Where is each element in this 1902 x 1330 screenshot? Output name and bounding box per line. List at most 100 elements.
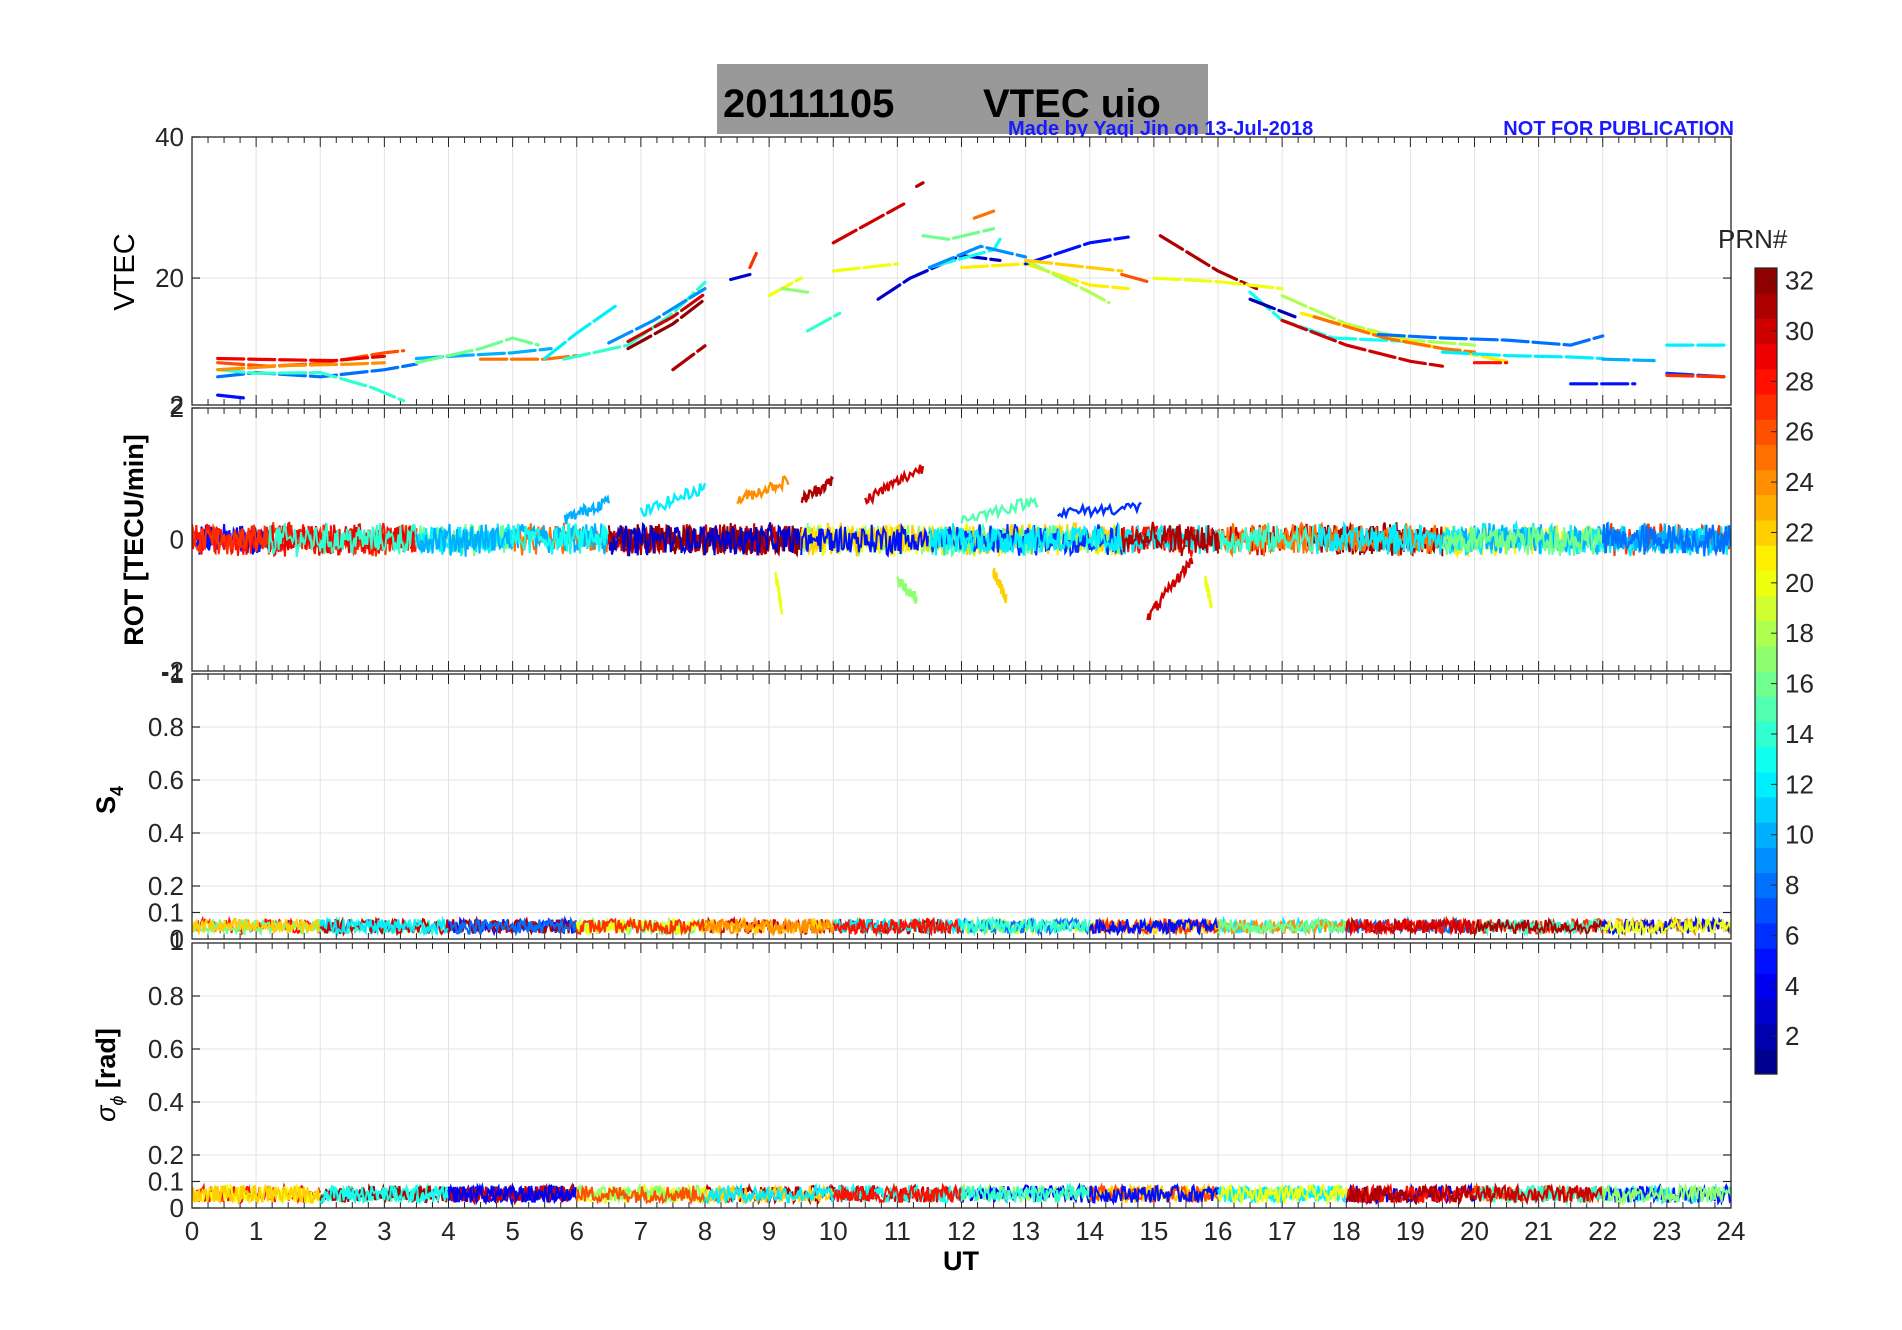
- vtec-trace-prn-30: [626, 292, 707, 344]
- vtec-trace-prn-20: [831, 262, 899, 273]
- vtec-frame: [191, 136, 1732, 406]
- rot-trace-prn-3: [608, 521, 803, 557]
- s4-ytick-bottom-overlap: 1: [170, 926, 184, 956]
- rot-excursion-prn-30: [864, 464, 925, 506]
- s4-ytick-label: 1: [170, 659, 184, 689]
- x-tick-label: 8: [698, 1216, 712, 1246]
- vtec-trace-prn-24: [216, 361, 386, 372]
- colorbar-swatch: [1755, 998, 1777, 1025]
- sigphi-trace-prn-13: [319, 1184, 450, 1205]
- rot-ylabel: ROT [TECU/min]: [119, 434, 149, 645]
- x-tick-label: 23: [1652, 1216, 1681, 1246]
- colorbar-tick-label: 14: [1785, 719, 1814, 749]
- vtec-trace-prn-14: [806, 311, 842, 333]
- made-by-note: Made by Yaqi Jin on 13-Jul-2018: [1008, 118, 1313, 140]
- rot-excursion-prn-12: [639, 482, 707, 518]
- vtec-trace-prn-2: [1248, 297, 1297, 319]
- vtec-trace-prn-5: [216, 393, 245, 400]
- s4-trace-prn-27: [575, 916, 706, 937]
- rot-trace-prn-8: [1601, 523, 1731, 557]
- sigphi-ylabel-sub: ϕ: [107, 1096, 127, 1106]
- colorbar-tick-label: 8: [1785, 870, 1799, 900]
- sigphi-ytick-label: 0.2: [148, 1140, 184, 1170]
- colorbar-swatch: [1755, 922, 1777, 949]
- colorbar-swatch: [1755, 570, 1777, 597]
- rot-trace-prn-31: [1120, 521, 1219, 557]
- colorbar-swatch: [1755, 822, 1777, 848]
- sigphi-trace-prn-20: [1217, 1182, 1348, 1206]
- colorbar-tick-label: 4: [1785, 971, 1799, 1001]
- sigphi-frame: [191, 942, 1732, 1209]
- colorbar-tick-label: 18: [1785, 618, 1814, 648]
- x-tick-label: 13: [1011, 1216, 1040, 1246]
- vtec-trace-prn-25: [1312, 315, 1477, 354]
- sigphi-trace-prn-5: [1088, 1182, 1219, 1206]
- vtec-trace-prn-12: [1440, 350, 1605, 361]
- vtec-trace-prn-10: [1601, 357, 1656, 363]
- colorbar-swatch: [1755, 293, 1777, 319]
- s4-trace-prn-5: [1088, 916, 1219, 937]
- colorbar-swatch: [1755, 721, 1777, 748]
- vtec-trace-prn-25: [972, 209, 996, 220]
- sigphi-trace-prn-28: [832, 1182, 963, 1204]
- rot-ytick-bottom-overlap: -1: [161, 658, 184, 688]
- vtec-trace-prn-31: [671, 344, 707, 372]
- sigphi-trace-prn-14: [960, 1181, 1091, 1205]
- title-background: [717, 64, 1208, 134]
- sigphi-ytick-label: 0.1: [148, 1167, 184, 1197]
- sigphi-trace-prn-14: [1473, 1184, 1604, 1206]
- vtec-trace-prn-9: [927, 244, 1028, 270]
- sigphi-trace-prn-22: [192, 1183, 321, 1206]
- s4-trace-prn-14: [960, 915, 1091, 938]
- vtec-trace-prn-27: [748, 251, 758, 270]
- colorbar-swatch: [1755, 519, 1777, 546]
- sigphi-ylabel-main: σ: [91, 1104, 121, 1122]
- s4-ytick-label: 0.2: [148, 871, 184, 901]
- s4-trace-prn-31: [1473, 916, 1604, 935]
- s4-trace-prn-28: [832, 916, 963, 938]
- colorbar-swatch: [1755, 393, 1777, 420]
- s4-ytick-bottom-label: 0: [170, 924, 184, 954]
- s4-ylabel-main: S: [91, 796, 121, 814]
- x-tick-label: 24: [1717, 1216, 1746, 1246]
- colorbar-swatch: [1755, 268, 1777, 294]
- vtec-trace-prn-16: [921, 227, 996, 241]
- vtec-ytick-label: 20: [155, 263, 184, 293]
- colorbar-swatch: [1755, 318, 1777, 345]
- vtec-trace-prn-16: [414, 336, 540, 365]
- sigphi-ylabel: σϕ [rad]: [91, 1028, 127, 1122]
- x-tick-label: 15: [1139, 1216, 1168, 1246]
- colorbar-frame: [1754, 267, 1778, 1075]
- colorbar-swatch: [1755, 948, 1777, 974]
- vtec-trace-prn-3: [729, 272, 752, 282]
- sigphi-ytick-label: 0.8: [148, 981, 184, 1011]
- colorbar-swatch: [1755, 368, 1777, 395]
- s4-ytick-label: 0.1: [148, 898, 184, 928]
- x-tick-label: 1: [249, 1216, 263, 1246]
- colorbar-tick-label: 2: [1785, 1021, 1799, 1051]
- colorbar-tick-label: 10: [1785, 820, 1814, 850]
- x-tick-label: 12: [947, 1216, 976, 1246]
- s4-trace-prn-20: [1601, 915, 1731, 937]
- colorbar-swatch: [1755, 696, 1777, 722]
- vtec-trace-prn-22: [1023, 258, 1124, 273]
- x-tick-label: 6: [570, 1216, 584, 1246]
- colorbar-swatch: [1755, 419, 1777, 445]
- vtec-trace-prn-21: [959, 262, 1130, 291]
- colorbar-swatch: [1755, 796, 1777, 823]
- colorbar-swatch: [1755, 1048, 1777, 1075]
- colorbar-swatch: [1755, 897, 1777, 924]
- rot-ytick-label: 0: [170, 525, 184, 555]
- rot-trace-prn-14: [1217, 522, 1316, 554]
- x-tick-label: 7: [634, 1216, 648, 1246]
- vtec-trace-prn-17: [780, 287, 810, 294]
- vtec-trace-prn-20: [1152, 276, 1284, 291]
- colorbar-tick-label: 32: [1785, 266, 1814, 296]
- publication-note: NOT FOR PUBLICATION: [1503, 118, 1734, 140]
- colorbar-swatch: [1755, 469, 1777, 496]
- vtec-ytick-bottom-label: 2: [170, 390, 184, 420]
- rot-panel: 0 2 -2-1: [161, 393, 1732, 688]
- rot-trace-prn-12: [1313, 520, 1444, 555]
